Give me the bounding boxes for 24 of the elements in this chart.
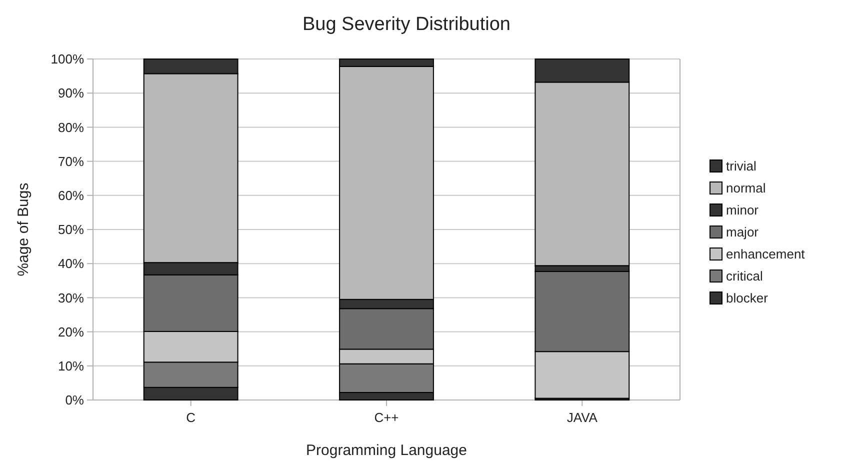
x-tick-label: JAVA (566, 410, 598, 425)
legend-label: normal (726, 180, 766, 196)
y-tick-label: 90% (58, 86, 84, 101)
y-tick-label: 30% (58, 290, 84, 306)
y-tick-label: 100% (50, 52, 84, 67)
legend-label: blocker (726, 290, 769, 306)
y-axis-title: %age of Bugs (15, 182, 32, 276)
x-tick-label: C++ (374, 410, 399, 425)
y-tick-label: 60% (58, 188, 84, 203)
y-tick-label: 40% (58, 256, 84, 272)
legend-label: enhancement (726, 246, 806, 262)
x-tick-label: C (186, 410, 196, 425)
legend-label: trivial (726, 158, 756, 174)
y-tick-label: 20% (58, 324, 84, 340)
legend-label: minor (726, 202, 760, 218)
x-axis-title: Programming Language (306, 442, 467, 459)
chart-title: Bug Severity Distribution (302, 14, 511, 35)
y-tick-label: 10% (58, 358, 84, 374)
legend-label: critical (726, 268, 763, 284)
legend-label: major (726, 224, 760, 240)
y-tick-label: 50% (58, 222, 84, 238)
y-tick-label: 80% (58, 120, 84, 135)
y-tick-label: 70% (58, 154, 84, 169)
y-tick-label: 0% (65, 392, 84, 408)
